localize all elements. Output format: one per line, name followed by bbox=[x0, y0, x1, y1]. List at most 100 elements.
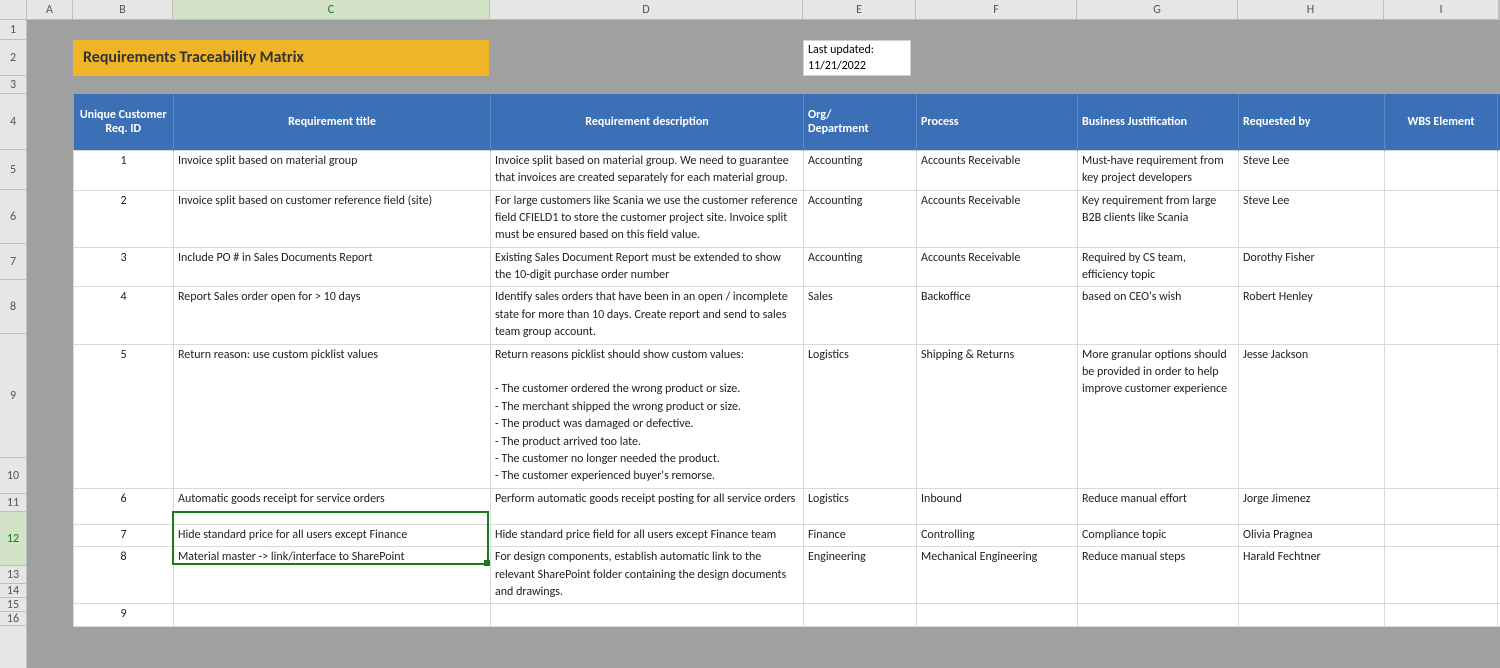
table-cell[interactable]: Hide standard price field for all users … bbox=[491, 524, 804, 546]
table-header-cell[interactable]: WBS Element bbox=[1385, 94, 1498, 150]
column-header[interactable]: D bbox=[490, 0, 803, 19]
table-cell[interactable]: 2 bbox=[74, 190, 174, 247]
table-cell[interactable]: Dorothy Fisher bbox=[1239, 247, 1385, 287]
table-cell[interactable]: Jesse Jackson bbox=[1239, 344, 1385, 488]
row-header[interactable]: 1 bbox=[0, 20, 26, 40]
table-cell[interactable]: 6 bbox=[74, 488, 174, 524]
table-cell[interactable]: Perform automatic goods receipt posting … bbox=[491, 488, 804, 524]
table-cell[interactable]: Sales bbox=[804, 287, 917, 344]
table-cell[interactable] bbox=[1385, 150, 1498, 190]
table-cell[interactable] bbox=[804, 604, 917, 626]
row-header[interactable]: 13 bbox=[0, 566, 26, 584]
table-cell[interactable]: Must-have requirement from key project d… bbox=[1078, 150, 1239, 190]
table-header-cell[interactable]: Requirement title bbox=[174, 94, 491, 150]
table-cell[interactable]: Controlling bbox=[917, 524, 1078, 546]
row-header[interactable]: 3 bbox=[0, 76, 26, 94]
table-cell[interactable]: Robert Henley bbox=[1239, 287, 1385, 344]
table-header-cell[interactable]: Requested by bbox=[1239, 94, 1385, 150]
table-cell[interactable]: Invoice split based on material group bbox=[174, 150, 491, 190]
column-header[interactable]: B bbox=[73, 0, 173, 19]
table-cell[interactable]: Report Sales order open for > 10 days bbox=[174, 287, 491, 344]
row-header[interactable]: 11 bbox=[0, 494, 26, 512]
column-header[interactable]: I bbox=[1384, 0, 1499, 19]
table-cell[interactable]: Accounts Receivable bbox=[917, 190, 1078, 247]
table-cell[interactable]: Logistics bbox=[804, 488, 917, 524]
row-header[interactable]: 8 bbox=[0, 280, 26, 334]
row-header[interactable]: 12 bbox=[0, 512, 26, 566]
table-cell[interactable]: 8 bbox=[74, 547, 174, 604]
table-cell[interactable] bbox=[1385, 287, 1498, 344]
table-cell[interactable]: Olivia Pragnea bbox=[1239, 524, 1385, 546]
table-cell[interactable] bbox=[1385, 344, 1498, 488]
table-cell[interactable] bbox=[1385, 488, 1498, 524]
row-header[interactable]: 7 bbox=[0, 244, 26, 280]
column-header[interactable]: A bbox=[27, 0, 73, 19]
table-cell[interactable] bbox=[491, 604, 804, 626]
table-cell[interactable]: Required by CS team, efficiency topic bbox=[1078, 247, 1239, 287]
table-cell[interactable]: 4 bbox=[74, 287, 174, 344]
row-header[interactable]: 16 bbox=[0, 612, 26, 626]
table-cell[interactable]: Shipping & Returns bbox=[917, 344, 1078, 488]
table-cell[interactable]: Accounting bbox=[804, 150, 917, 190]
column-header[interactable]: C bbox=[173, 0, 490, 19]
table-cell[interactable]: Steve Lee bbox=[1239, 150, 1385, 190]
row-header[interactable]: 2 bbox=[0, 40, 26, 76]
table-cell[interactable]: More granular options should be provided… bbox=[1078, 344, 1239, 488]
table-cell[interactable]: Existing Sales Document Report must be e… bbox=[491, 247, 804, 287]
table-cell[interactable]: Invoice split based on material group. W… bbox=[491, 150, 804, 190]
last-updated-cell[interactable]: Last updated: 11/21/2022 bbox=[803, 40, 911, 76]
table-cell[interactable]: Reduce manual steps bbox=[1078, 547, 1239, 604]
table-header-cell[interactable]: Process bbox=[917, 94, 1078, 150]
table-cell[interactable]: Inbound bbox=[917, 488, 1078, 524]
title-cell[interactable]: Requirements Traceability Matrix bbox=[73, 40, 490, 76]
table-cell[interactable] bbox=[1239, 604, 1385, 626]
table-cell[interactable]: Material master -> link/interface to Sha… bbox=[174, 547, 491, 604]
table-cell[interactable]: Reduce manual effort bbox=[1078, 488, 1239, 524]
table-cell[interactable] bbox=[917, 604, 1078, 626]
table-cell[interactable]: 1 bbox=[74, 150, 174, 190]
table-cell[interactable]: 7 bbox=[74, 524, 174, 546]
select-all-corner[interactable] bbox=[0, 0, 27, 19]
table-cell[interactable]: Return reason: use custom picklist value… bbox=[174, 344, 491, 488]
table-cell[interactable]: based on CEO's wish bbox=[1078, 287, 1239, 344]
table-cell[interactable]: 9 bbox=[74, 604, 174, 626]
table-cell[interactable]: Steve Lee bbox=[1239, 190, 1385, 247]
table-cell[interactable]: For large customers like Scania we use t… bbox=[491, 190, 804, 247]
row-header[interactable]: 6 bbox=[0, 190, 26, 244]
table-cell[interactable] bbox=[1385, 547, 1498, 604]
table-cell[interactable] bbox=[1385, 190, 1498, 247]
table-cell[interactable]: Mechanical Engineering bbox=[917, 547, 1078, 604]
table-header-cell[interactable]: Requirement description bbox=[491, 94, 804, 150]
table-cell[interactable]: 5 bbox=[74, 344, 174, 488]
table-cell[interactable]: Automatic goods receipt for service orde… bbox=[174, 488, 491, 524]
table-cell[interactable] bbox=[1078, 604, 1239, 626]
table-cell[interactable]: Key requirement from large B2B clients l… bbox=[1078, 190, 1239, 247]
table-cell[interactable] bbox=[1385, 604, 1498, 626]
table-cell[interactable] bbox=[1385, 247, 1498, 287]
row-header[interactable]: 14 bbox=[0, 584, 26, 598]
row-header[interactable]: 15 bbox=[0, 598, 26, 612]
table-cell[interactable]: Accounts Receivable bbox=[917, 247, 1078, 287]
table-cell[interactable]: Hide standard price for all users except… bbox=[174, 524, 491, 546]
table-cell[interactable]: Accounting bbox=[804, 247, 917, 287]
row-header[interactable]: 4 bbox=[0, 94, 26, 150]
table-cell[interactable]: For design components, establish automat… bbox=[491, 547, 804, 604]
table-cell[interactable] bbox=[174, 604, 491, 626]
table-cell[interactable]: Include PO # in Sales Documents Report bbox=[174, 247, 491, 287]
table-cell[interactable]: Compliance topic bbox=[1078, 524, 1239, 546]
table-cell[interactable]: Invoice split based on customer referenc… bbox=[174, 190, 491, 247]
table-cell[interactable]: Accounting bbox=[804, 190, 917, 247]
column-header[interactable]: F bbox=[916, 0, 1077, 19]
table-cell[interactable]: Jorge Jimenez bbox=[1239, 488, 1385, 524]
row-header[interactable]: 9 bbox=[0, 334, 26, 458]
row-header[interactable]: 5 bbox=[0, 150, 26, 190]
column-header[interactable]: G bbox=[1077, 0, 1238, 19]
table-header-cell[interactable]: Org/Department bbox=[804, 94, 917, 150]
table-cell[interactable]: Logistics bbox=[804, 344, 917, 488]
table-cell[interactable]: 3 bbox=[74, 247, 174, 287]
table-cell[interactable]: Backoffice bbox=[917, 287, 1078, 344]
row-header[interactable]: 10 bbox=[0, 458, 26, 494]
table-cell[interactable]: Harald Fechtner bbox=[1239, 547, 1385, 604]
column-header[interactable]: E bbox=[803, 0, 916, 19]
table-header-cell[interactable]: Unique Customer Req. ID bbox=[74, 94, 174, 150]
